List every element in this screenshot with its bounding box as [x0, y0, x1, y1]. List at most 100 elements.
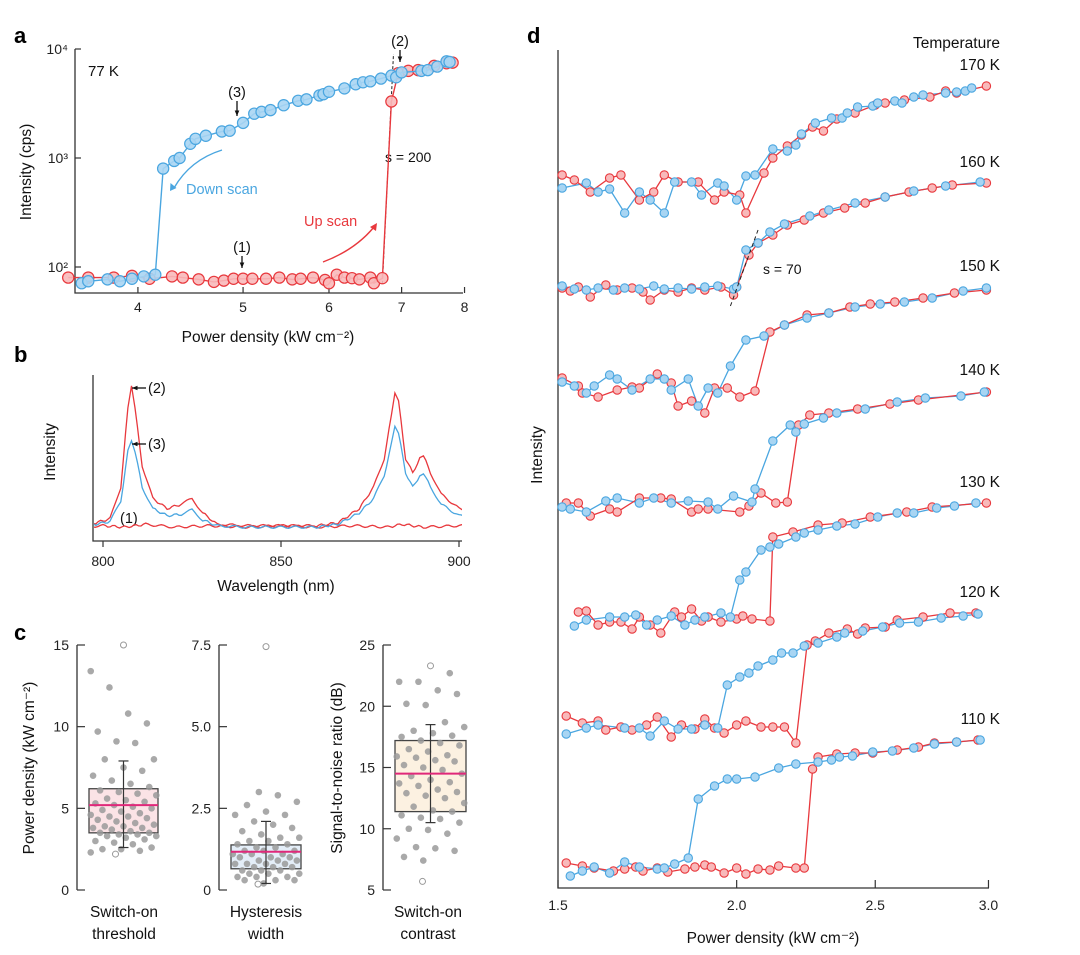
- down-scan-point: [887, 746, 898, 756]
- down-scan-point: [659, 374, 670, 384]
- panel-label-b: b: [14, 342, 27, 367]
- down-scan-point: [686, 724, 697, 734]
- up-scan-point: [585, 292, 596, 302]
- data-dot: [419, 764, 427, 771]
- down-scan-point: [773, 763, 784, 773]
- data-dot: [152, 832, 160, 840]
- down-scan-point: [750, 484, 760, 494]
- up-scan-point: [756, 722, 766, 732]
- outlier-point: [120, 641, 127, 649]
- down-scan-point: [589, 381, 599, 391]
- data-dot: [288, 824, 296, 832]
- data-dot: [395, 678, 403, 686]
- up-scan-point: [735, 392, 745, 402]
- down-scan-point: [659, 863, 670, 873]
- data-dot: [451, 758, 458, 765]
- panel-a-point: [264, 103, 277, 117]
- down-scan-point: [680, 620, 690, 630]
- boxplot-ytick-label: 5.0: [192, 719, 212, 735]
- down-scan-point: [834, 752, 845, 762]
- spectrum-1-label: (1): [120, 511, 138, 527]
- down-scan-point: [719, 181, 729, 191]
- temperature-curve-160k: [557, 177, 992, 305]
- data-dot: [87, 667, 95, 675]
- data-dot: [293, 798, 301, 806]
- down-scan-point: [813, 638, 823, 648]
- down-scan-point: [581, 507, 592, 517]
- panel-a-point: [431, 60, 444, 73]
- down-scan-point: [785, 420, 795, 430]
- up-scan-point: [593, 392, 603, 402]
- data-dot: [456, 742, 463, 749]
- temperature-label: 160 K: [959, 154, 1000, 171]
- down-scan-point: [897, 98, 907, 108]
- data-dot: [148, 844, 155, 851]
- data-dot: [99, 806, 106, 814]
- data-dot: [138, 824, 146, 832]
- data-dot: [415, 782, 422, 790]
- outlier-point: [427, 662, 434, 670]
- down-scan-point: [735, 672, 745, 682]
- down-scan-point: [712, 504, 723, 514]
- up-scan-point: [612, 507, 622, 517]
- down-scan-point: [581, 723, 592, 733]
- panel-a-point: [62, 271, 75, 284]
- data-dot: [257, 867, 265, 874]
- down-scan-point: [791, 532, 801, 542]
- down-scan-point: [899, 297, 910, 307]
- down-scan-point: [973, 609, 983, 619]
- up-scan-point: [765, 865, 775, 875]
- data-dot: [143, 814, 151, 822]
- data-dot: [234, 840, 241, 848]
- down-scan-point: [799, 528, 810, 538]
- boxplot-ytick-label: 10: [53, 719, 69, 735]
- temperature-label: 110 K: [961, 711, 1001, 728]
- up-scan-point: [773, 861, 784, 871]
- up-scan-point: [722, 383, 733, 393]
- up-scan-point: [652, 712, 663, 722]
- down-scan-point: [700, 612, 710, 622]
- down-scan-point: [741, 335, 751, 345]
- panel-a-xtick-label: 7: [398, 299, 406, 315]
- down-scan-point: [634, 187, 645, 197]
- down-scan-point: [779, 219, 790, 229]
- data-dot: [400, 761, 408, 769]
- panel-a-xtick-label: 4: [134, 299, 142, 315]
- down-scan-point: [725, 612, 736, 622]
- up-scan-point: [890, 297, 900, 307]
- down-scan-point: [956, 391, 966, 401]
- panel-a-point: [165, 270, 179, 283]
- data-dot: [89, 772, 97, 779]
- panel-d-xtick-label: 2.5: [866, 897, 886, 913]
- data-dot: [257, 831, 265, 838]
- panel-label-a: a: [14, 23, 27, 48]
- panel-a-point: [236, 116, 250, 130]
- boxplot-1: [218, 643, 303, 891]
- data-dot: [131, 819, 139, 827]
- data-dot: [403, 789, 410, 797]
- up-scan-point: [601, 725, 611, 735]
- panel-a-point: [137, 270, 150, 283]
- panel-a-ytick-label: 10³: [48, 150, 69, 166]
- down-scan-point: [799, 419, 810, 429]
- down-scan-point: [673, 283, 683, 293]
- up-scan-point: [731, 720, 742, 730]
- panel-a-point: [395, 66, 408, 79]
- down-scan-point: [722, 680, 733, 690]
- down-scan-point: [725, 361, 736, 371]
- down-scan-point: [951, 737, 962, 747]
- down-scan-point: [683, 496, 693, 506]
- up-scan-point: [561, 711, 571, 721]
- up-scan-point: [686, 604, 697, 614]
- up-scan-point: [719, 868, 729, 878]
- up-scan-point: [738, 611, 748, 621]
- down-scan-point: [731, 282, 742, 292]
- up-scan-point: [604, 173, 615, 183]
- panel-a-point: [259, 272, 273, 285]
- down-scan-point: [940, 88, 951, 98]
- panel-a-point: [192, 273, 205, 286]
- data-dot: [434, 786, 442, 793]
- down-scan-point: [712, 723, 723, 733]
- panel-a: Power density (kW cm⁻²) Intensity (cps) …: [18, 34, 432, 346]
- down-scan-point: [892, 508, 902, 518]
